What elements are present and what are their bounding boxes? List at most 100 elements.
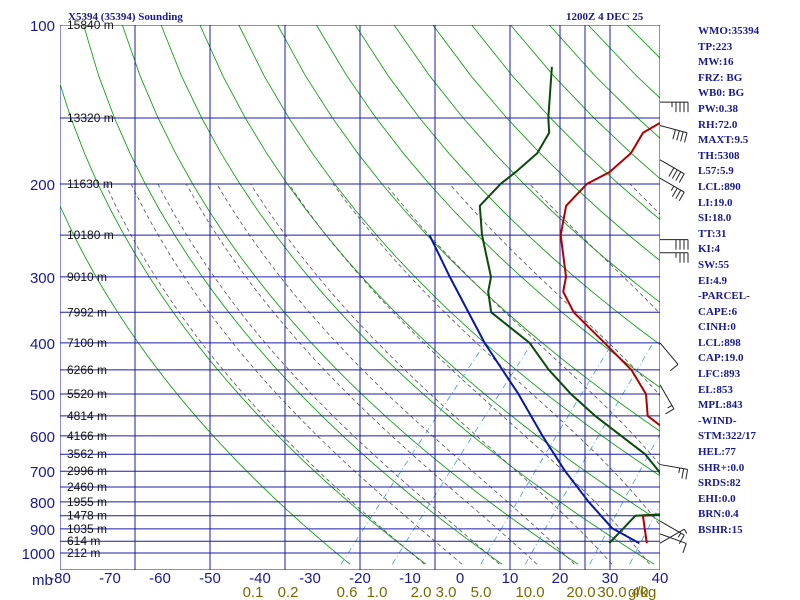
wind-barb-flag [678, 534, 685, 544]
stat-row: -PARCEL- [698, 290, 750, 303]
mixing-ratio-label: 10.0 [515, 584, 544, 600]
wind-barb-flag [668, 167, 675, 177]
mixing-ratio-line [629, 504, 660, 565]
temperature-tick-label: -70 [99, 570, 121, 587]
moist-adiabat [105, 183, 425, 565]
stat-row: LFC:893 [698, 368, 741, 381]
stat-row: WB0: BG [698, 87, 745, 100]
stat-row: SHR+:0.0 [698, 461, 745, 474]
chart-title: X5394 (35394) Sounding [68, 11, 183, 23]
wind-barb-staff [659, 177, 685, 193]
stat-row: -WIND- [698, 414, 737, 427]
moist-adiabat [288, 183, 650, 565]
temperature-tick-label: -50 [199, 570, 221, 587]
stat-row: BRN:0.4 [698, 508, 739, 521]
stat-row: EI:4.9 [698, 274, 728, 287]
pressure-tick-label: 300 [30, 270, 55, 287]
wind-barb-flag [675, 171, 682, 181]
stat-row: CINH:0 [698, 321, 736, 334]
mixing-ratio-label: 0.1 [243, 584, 264, 600]
wind-barb-staff [659, 342, 679, 365]
mixing-ratio-unit-label: g/kg [628, 584, 656, 600]
wind-barb-flag [685, 469, 689, 480]
stat-row: BSHR:15 [698, 524, 743, 536]
stat-row: HEL:77 [698, 446, 736, 459]
dry-adiabat [199, 25, 660, 522]
mixing-ratio-label: 0.6 [337, 584, 358, 600]
mixing-ratio-line [391, 342, 533, 565]
stat-row: KI:4 [698, 243, 720, 256]
stat-row: CAPE:6 [698, 305, 738, 318]
moist-adiabat [385, 183, 660, 466]
height-label: 5520 m [67, 387, 107, 401]
temperature-tick-label: 0 [456, 570, 464, 587]
mixing-ratio-label: 3.0 [436, 584, 457, 600]
wind-barb [660, 252, 689, 263]
mixing-ratio-line [480, 342, 613, 565]
height-label: 6266 m [67, 363, 107, 377]
stat-row: MW:16 [698, 56, 734, 69]
wind-barb-staff [659, 528, 685, 544]
stat-row: MAXT:9.5 [698, 134, 749, 147]
wind-barb-flag [670, 185, 675, 191]
height-label: 1478 m [67, 509, 107, 523]
dry-adiabat [354, 25, 660, 346]
sounding-time: 1200Z 4 DEC 25 [566, 11, 644, 23]
moist-adiabat [130, 183, 463, 565]
wind-barb-flag [683, 528, 688, 534]
height-label: 4166 m [67, 429, 107, 443]
temperature-tick-label: -80 [49, 570, 71, 587]
height-label: 9010 m [67, 270, 107, 284]
stat-row: LI:19.0 [698, 196, 733, 209]
stat-row: SRDS:82 [698, 477, 741, 490]
wind-barb-flag [681, 468, 685, 479]
stat-row: SI:18.0 [698, 212, 732, 225]
wind-barb-staff [659, 384, 675, 410]
wind-barb-flag [671, 169, 678, 179]
temperature-tick-label: -10 [399, 570, 421, 587]
wind-barb-flag [676, 130, 680, 141]
moist-adiabat [250, 183, 613, 565]
wind-barb [659, 528, 688, 544]
dry-adiabat [316, 25, 660, 389]
pressure-tick-label: 700 [30, 464, 55, 481]
wind-barb [659, 177, 685, 202]
wind-barb-flag [672, 129, 676, 140]
moist-adiabat [185, 183, 538, 565]
mixing-ratio-label: 2.0 [411, 584, 432, 600]
temperature-tick-label: 10 [502, 570, 519, 587]
height-label: 614 m [67, 534, 100, 548]
stat-row: EHI:0.0 [698, 492, 736, 505]
dry-adiabat [393, 25, 660, 303]
stat-row: EL:853 [698, 383, 733, 396]
wind-barb-staff [659, 464, 688, 470]
height-label: 7992 m [67, 305, 107, 319]
temperature-tick-label: 40 [652, 570, 669, 587]
wind-barb-flag [675, 189, 682, 200]
stat-row: WMO:35394 [698, 25, 760, 37]
temperature-tick-label: -60 [149, 570, 171, 587]
mixing-ratio-line [524, 342, 654, 565]
wind-barb-flag [680, 131, 684, 142]
height-label: 4814 m [67, 409, 107, 423]
wind-barb-column [659, 101, 689, 554]
dry-adiabat [432, 25, 660, 262]
pressure-unit-label: mb [32, 572, 53, 589]
mixing-ratio-label: 40 [632, 584, 649, 600]
stat-row: L57:5.9 [698, 165, 734, 178]
stat-row: LCL:890 [698, 180, 741, 193]
stat-row: RH:72.0 [698, 118, 738, 131]
moist-adiabat [216, 183, 575, 565]
temperature-tick-label: -20 [349, 570, 371, 587]
stat-row: STM:322/17 [698, 430, 757, 443]
pressure-tick-label: 400 [30, 336, 55, 353]
wind-barb-staff [659, 159, 685, 175]
wind-barb [659, 125, 688, 143]
wind-barb-flag [682, 543, 687, 554]
wind-barb [659, 384, 675, 415]
dry-adiabat [60, 82, 427, 565]
wind-barb [659, 520, 685, 544]
height-label: 13320 m [67, 111, 114, 125]
mixing-ratio-line [589, 433, 660, 565]
wind-barb [660, 101, 689, 113]
